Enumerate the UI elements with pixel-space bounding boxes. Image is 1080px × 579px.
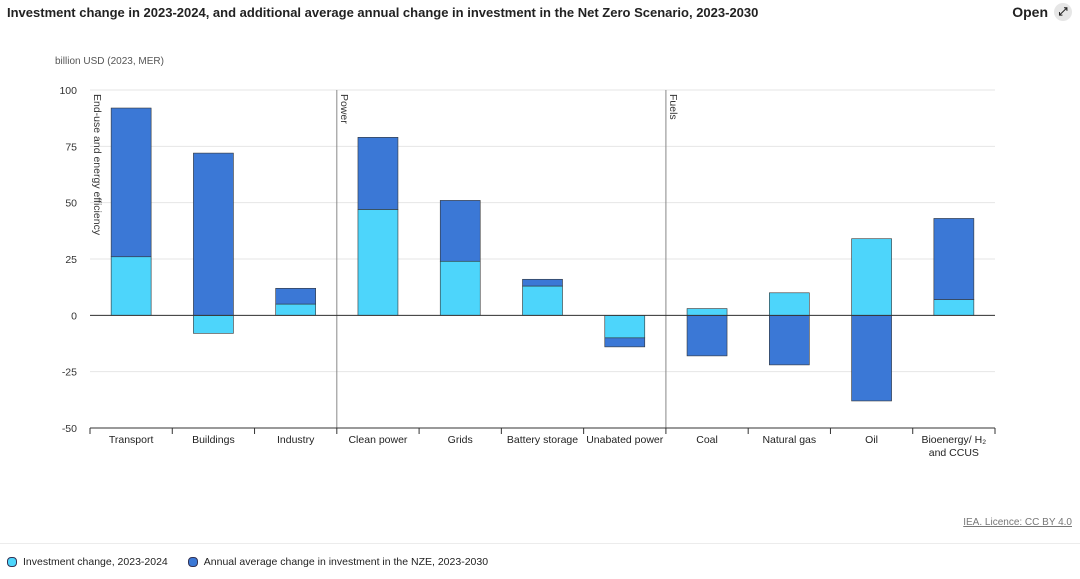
bar-segment	[193, 152, 234, 316]
open-button[interactable]: Open ⤢	[1012, 3, 1072, 21]
legend: Investment change, 2023-2024 Annual avera…	[7, 556, 488, 568]
bar-segment	[604, 315, 646, 339]
y-tick-label: 50	[65, 198, 77, 210]
bar-segment	[769, 315, 810, 366]
section-label: Fuels	[667, 94, 679, 120]
x-tick-label: Transport	[108, 434, 154, 446]
bar-segment	[686, 315, 728, 357]
x-tick-label: Natural gas	[762, 434, 817, 446]
bar-segment	[769, 292, 810, 316]
bar-segment	[522, 278, 563, 287]
x-tick-label: Industry	[276, 434, 315, 446]
x-tick-label: Buildings	[192, 434, 235, 446]
bar-segment	[522, 285, 563, 316]
bar-segment	[686, 308, 728, 316]
bar-segment	[357, 209, 399, 316]
bar-segment	[110, 256, 152, 316]
bar-segment	[933, 218, 975, 300]
legend-swatch	[7, 557, 17, 567]
x-tick-label: Oil	[865, 434, 878, 446]
legend-item: Investment change, 2023-2024	[7, 556, 168, 568]
bar-segment	[275, 287, 316, 305]
y-tick-label: 75	[65, 141, 77, 153]
legend-label: Investment change, 2023-2024	[23, 556, 168, 568]
bar-segment	[110, 107, 152, 258]
bar-segment	[851, 238, 892, 316]
chart-title: Investment change in 2023-2024, and addi…	[7, 5, 759, 20]
x-tick-label: Coal	[696, 434, 718, 446]
y-tick-label: -50	[62, 423, 77, 435]
x-tick-label: Unabated power	[586, 434, 664, 446]
bar-segment	[193, 315, 234, 334]
bar-segment	[357, 137, 399, 210]
legend-label: Annual average change in investment in t…	[203, 556, 489, 568]
bar-segment	[851, 315, 892, 402]
bar-segment	[604, 337, 646, 348]
y-tick-label: 100	[59, 85, 77, 97]
section-label: End-use and energy efficiency	[91, 94, 103, 236]
source-link[interactable]: IEA. Licence: CC BY 4.0	[963, 517, 1072, 528]
bar-segment	[933, 299, 975, 316]
y-tick-label: 0	[71, 310, 77, 322]
y-tick-label: -25	[62, 367, 77, 379]
legend-swatch	[187, 557, 198, 567]
y-tick-label: 25	[65, 254, 77, 266]
x-tick-label: Clean power	[348, 434, 408, 446]
unit-label: billion USD (2023, MER)	[55, 56, 164, 67]
legend-item: Annual average change in investment in t…	[187, 556, 489, 568]
bar-segment	[439, 200, 481, 262]
divider	[0, 543, 1080, 544]
open-icon[interactable]: ⤢	[1054, 3, 1072, 21]
bar-segment	[439, 260, 481, 316]
x-tick-label: Battery storage	[506, 434, 579, 446]
bar-segment	[275, 303, 316, 316]
section-label: Power	[338, 94, 350, 124]
open-label[interactable]: Open	[1012, 4, 1048, 20]
x-tick-label: Bioenergy/ H₂ and CCUS	[921, 434, 987, 459]
x-tick-label: Grids	[447, 434, 473, 446]
